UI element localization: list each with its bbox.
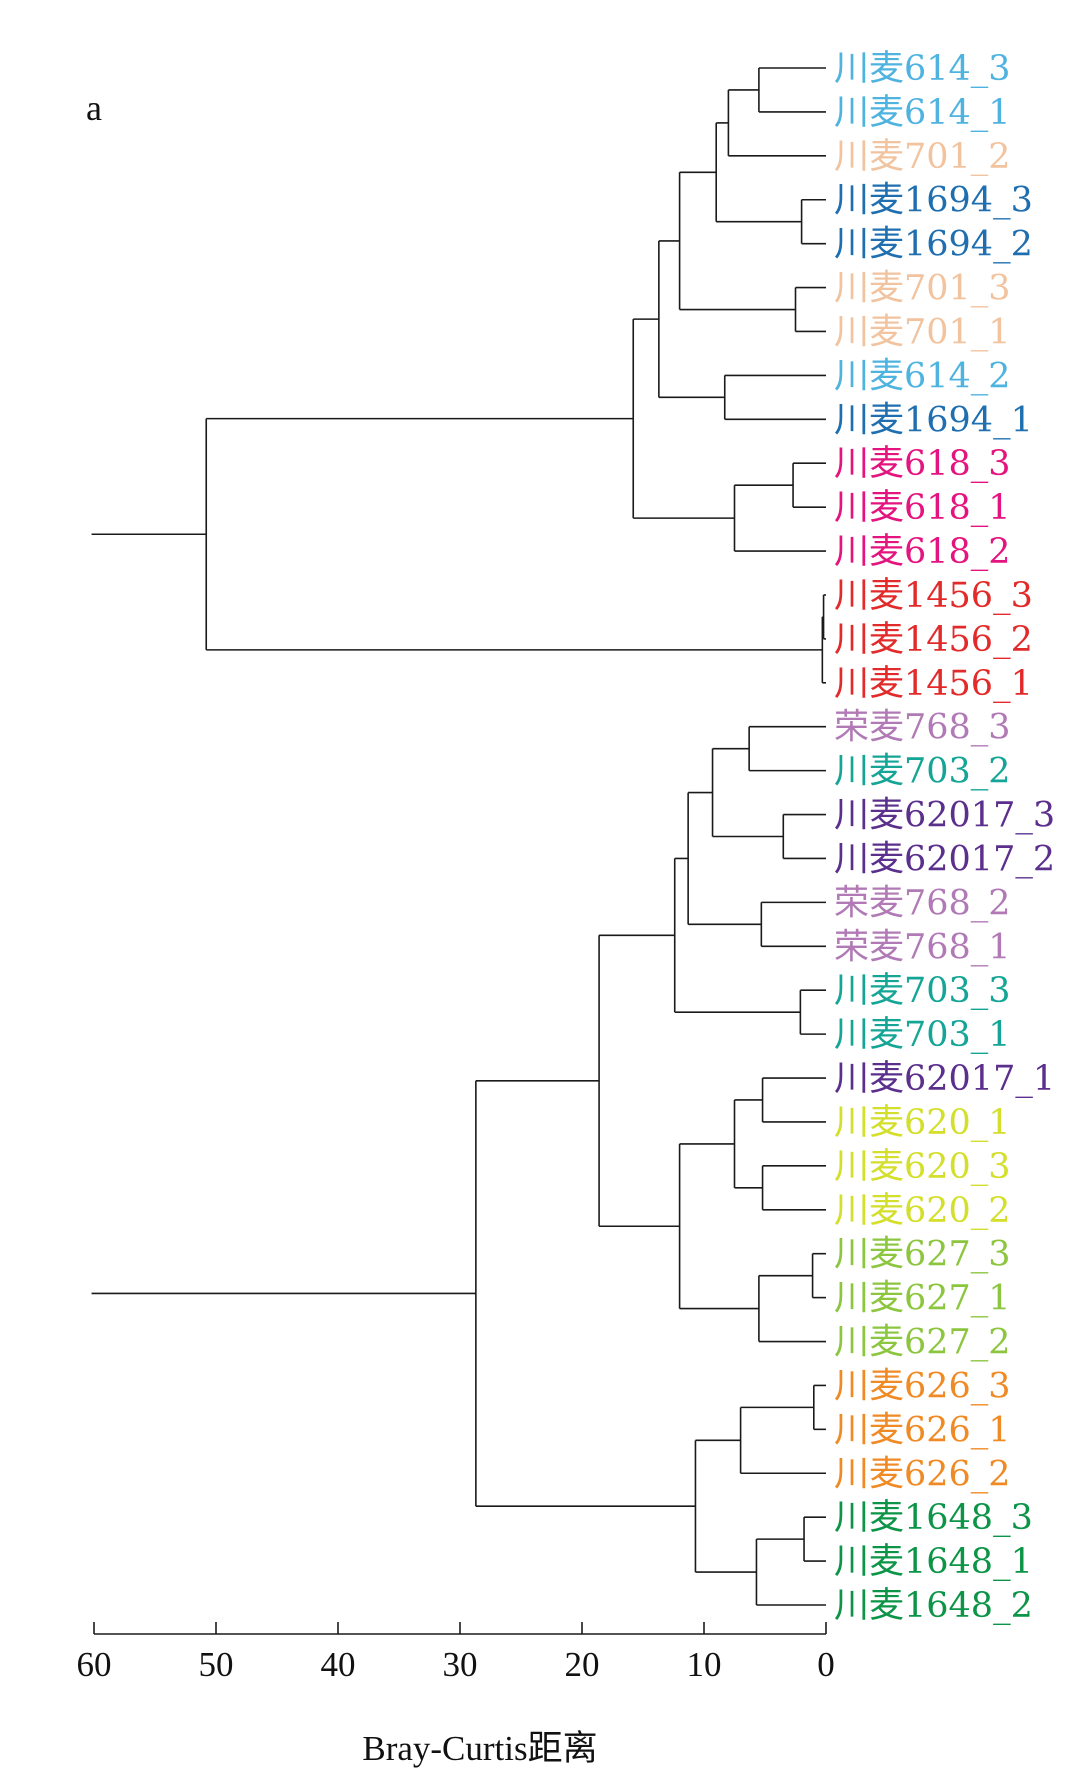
x-axis: 60 50 40 30 20 10 0 [77, 1622, 835, 1684]
x-tick-label: 50 [199, 1645, 234, 1684]
leaf-label: 川麦627_3 [834, 1235, 1011, 1275]
leaf-label: 川麦1648_3 [834, 1498, 1033, 1538]
dendrogram-tree [91, 67, 826, 1606]
leaf-label: 川麦1456_1 [834, 664, 1033, 704]
leaf-label: 川麦703_3 [834, 971, 1011, 1011]
leaf-label: 荣麦768_2 [834, 883, 1011, 923]
leaf-label: 川麦614_2 [834, 356, 1011, 396]
x-tick-label: 60 [77, 1645, 112, 1684]
x-axis-title: Bray-Curtis距离 [362, 1729, 597, 1768]
leaf-label: 川麦618_3 [834, 444, 1011, 484]
leaf-label: 川麦62017_1 [834, 1059, 1055, 1099]
x-tick-label: 0 [817, 1645, 835, 1684]
leaf-label: 川麦701_1 [834, 312, 1011, 352]
leaf-label: 川麦627_2 [834, 1323, 1011, 1363]
leaf-label: 川麦618_1 [834, 488, 1011, 528]
leaf-label: 川麦62017_2 [834, 839, 1055, 879]
leaf-label: 荣麦768_1 [834, 927, 1011, 967]
leaf-label: 川麦620_3 [834, 1147, 1011, 1187]
leaf-label: 川麦614_3 [834, 49, 1011, 89]
leaf-label: 川麦618_2 [834, 532, 1011, 572]
leaf-label: 川麦1694_3 [834, 181, 1033, 221]
x-tick-label: 40 [321, 1645, 356, 1684]
leaf-label: 川麦1694_2 [834, 225, 1033, 265]
leaf-label: 川麦62017_3 [834, 796, 1055, 836]
leaf-label: 川麦1456_3 [834, 576, 1033, 616]
leaf-label: 川麦701_2 [834, 137, 1011, 177]
leaf-label: 川麦620_2 [834, 1191, 1011, 1231]
leaf-label: 川麦703_1 [834, 1015, 1011, 1055]
leaf-label: 川麦701_3 [834, 269, 1011, 309]
leaf-label: 川麦1456_2 [834, 620, 1033, 660]
leaf-label: 川麦620_1 [834, 1103, 1011, 1143]
leaf-label: 川麦1694_1 [834, 400, 1033, 440]
panel-label: a [86, 88, 102, 128]
x-tick-label: 10 [687, 1645, 722, 1684]
leaf-label: 川麦1648_1 [834, 1542, 1033, 1582]
leaf-label: 川麦627_1 [834, 1279, 1011, 1319]
x-tick-label: 30 [443, 1645, 478, 1684]
leaf-label: 荣麦768_3 [834, 708, 1011, 748]
leaf-label: 川麦626_1 [834, 1410, 1011, 1450]
leaf-label: 川麦626_2 [834, 1454, 1011, 1494]
leaf-label: 川麦703_2 [834, 752, 1011, 792]
leaf-label: 川麦614_1 [834, 93, 1011, 133]
x-tick-label: 20 [565, 1645, 600, 1684]
leaf-label: 川麦1648_2 [834, 1586, 1033, 1626]
leaf-labels: 川麦614_3川麦614_1川麦701_2川麦1694_3川麦1694_2川麦7… [834, 49, 1055, 1626]
leaf-label: 川麦626_3 [834, 1366, 1011, 1406]
